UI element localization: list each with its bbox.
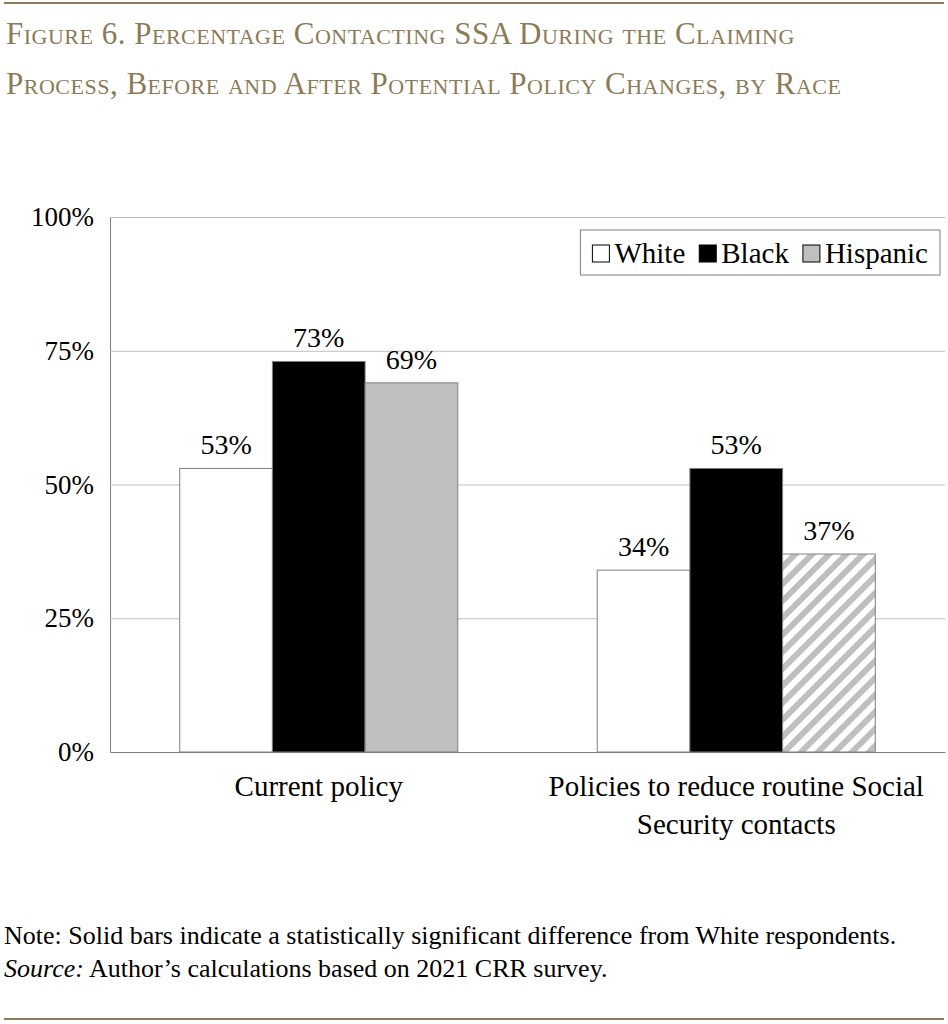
x-axis-line — [111, 752, 946, 753]
x-tick: Current policy — [235, 752, 404, 802]
top-rule — [4, 2, 944, 4]
x-tick-label: Policies to reduce routine Social Securit… — [549, 770, 924, 840]
grid-line — [110, 351, 945, 352]
y-tick-label: 0% — [58, 737, 94, 767]
y-axis: 0% 25% 50% 75% 100% — [31, 202, 945, 767]
legend-swatch — [699, 245, 716, 262]
bars — [180, 361, 876, 752]
source-text: Author’s calculations based on 2021 CRR … — [84, 954, 608, 983]
legend-label: Hispanic — [825, 237, 928, 269]
data-label: 53% — [711, 429, 762, 460]
x-tick: Policies to reduce routine Social Securit… — [549, 752, 924, 840]
bar — [597, 570, 690, 752]
y-tick: 100% — [31, 202, 945, 232]
source-prefix: Source: — [4, 954, 84, 983]
data-label: 73% — [293, 322, 344, 353]
source: Source: Author’s calculations based on 2… — [4, 954, 607, 983]
note: Note: Solid bars indicate a statisticall… — [4, 921, 896, 950]
bottom-rule — [4, 1018, 944, 1020]
legend-swatch — [592, 245, 609, 262]
x-axis: Current policy Policies to reduce routine… — [111, 752, 946, 840]
legend-box — [580, 230, 940, 275]
y-tick-label: 25% — [45, 603, 95, 633]
grid-line — [110, 752, 945, 753]
data-label: 37% — [803, 515, 854, 546]
x-tick-label: Current policy — [235, 770, 404, 802]
bar — [783, 554, 876, 752]
legend-label: Black — [721, 237, 789, 269]
text-line: Current policy — [235, 770, 404, 802]
plot: 0% 25% 50% 75% 100% Current policy Policies to… — [31, 202, 946, 840]
data-label: 69% — [386, 344, 437, 375]
legend-item: Black — [699, 237, 789, 269]
text-line: Policies to reduce routine Social — [549, 770, 924, 802]
legend: White Black Hispanic — [580, 230, 940, 275]
title: Figure 6. Percentage Contacting SSA Duri… — [6, 16, 841, 101]
text-line: Security contacts — [637, 808, 836, 840]
grid-line — [110, 217, 945, 218]
legend-item: White — [592, 237, 685, 269]
y-tick-label: 100% — [31, 202, 94, 232]
y-tick-label: 75% — [45, 336, 95, 366]
bar — [365, 383, 458, 752]
y-tick-label: 50% — [45, 470, 95, 500]
y-tick: 75% — [45, 336, 946, 366]
text-line: Figure 6. Percentage Contacting SSA Duri… — [6, 16, 795, 51]
text-line: Note: Solid bars indicate a statisticall… — [4, 921, 896, 950]
bar — [690, 468, 783, 752]
legend-label: White — [614, 237, 685, 269]
chart: Figure 6. Percentage Contacting SSA Duri… — [0, 0, 948, 1024]
bar — [272, 361, 365, 752]
data-label: 53% — [200, 429, 251, 460]
legend-swatch — [803, 245, 820, 262]
legend-item: Hispanic — [803, 237, 928, 269]
data-label: 34% — [618, 531, 669, 562]
text-line: Process, Before and After Potential Poli… — [6, 66, 841, 101]
bar — [180, 468, 273, 752]
data-labels: 53% 34% 73% 53% 69% 37% — [200, 322, 854, 562]
